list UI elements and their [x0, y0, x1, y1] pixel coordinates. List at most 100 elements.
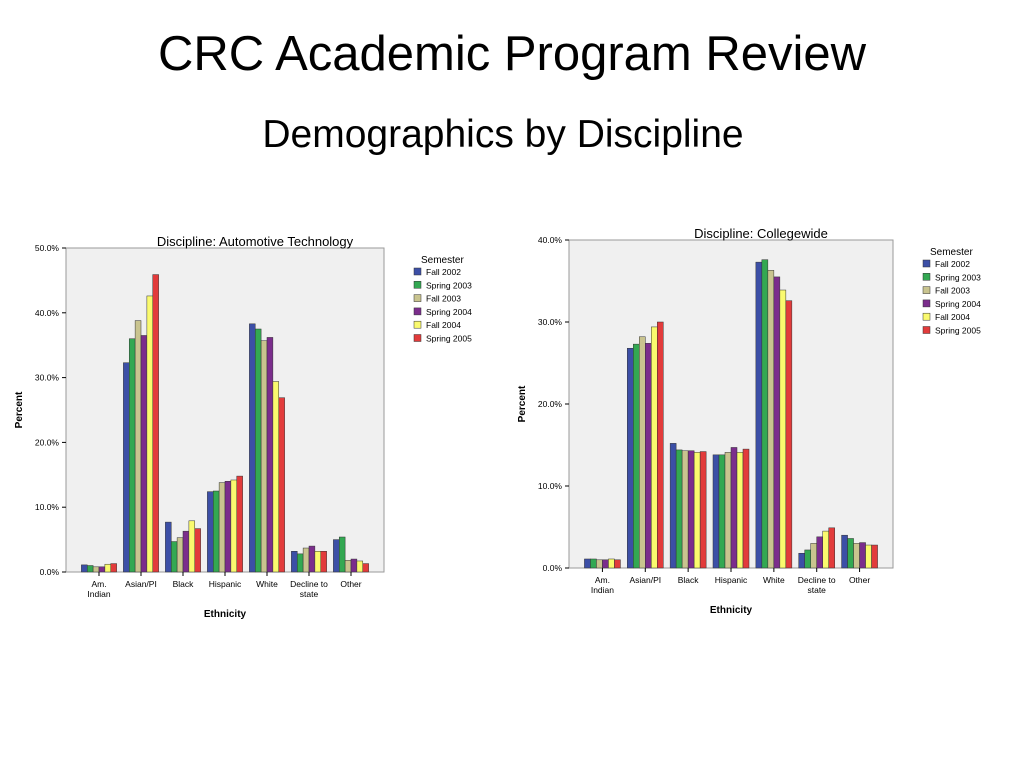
bar-fall-2002-decline-to-state [798, 552, 805, 569]
bar-spring-2004-black [687, 450, 695, 569]
y-tick-label: 10.0% [538, 481, 563, 491]
bar-spring-2005-other [362, 563, 369, 573]
y-tick-label: 40.0% [538, 235, 563, 245]
bar-spring-2005-hispanic [742, 448, 750, 569]
y-axis-label: Percent [517, 385, 528, 422]
legend-swatch-fall-2002 [922, 259, 931, 268]
legend-label-spring-2005: Spring 2005 [935, 326, 981, 336]
bar-fall-2004-black [693, 452, 701, 569]
bar-fall-2003-other [853, 543, 860, 569]
x-axis-label: Ethnicity [710, 605, 753, 616]
y-tick-label: 20.0% [538, 399, 563, 409]
bar-fall-2003-white [767, 270, 775, 569]
x-tick-label: Decline to state [798, 575, 836, 595]
bar-spring-2005-other [871, 544, 878, 569]
legend-swatch-spring-2004 [922, 299, 931, 308]
bar-spring-2005-black [699, 451, 707, 569]
bar-spring-2005-asian-pi [657, 321, 664, 569]
y-tick-label: 50.0% [35, 243, 60, 253]
chart-title: Discipline: Automotive Technology [157, 234, 354, 249]
x-tick-label: Asian/PI [629, 575, 661, 585]
bar-spring-2003-asian-pi [633, 343, 640, 569]
bar-fall-2003-decline-to-state [810, 543, 817, 569]
legend-swatch-fall-2002 [413, 267, 422, 276]
bar-fall-2002-black [669, 443, 677, 569]
bar-spring-2004-decline-to-state [816, 536, 823, 569]
legend-label-spring-2005: Spring 2005 [426, 334, 472, 344]
bar-spring-2003-decline-to-state [804, 549, 811, 569]
bar-spring-2005-white [785, 300, 793, 569]
bar-spring-2003-other [338, 536, 346, 573]
legend-label-fall-2002: Fall 2002 [935, 259, 970, 269]
legend-label-fall-2003: Fall 2003 [426, 294, 461, 304]
x-tick-label: Other [849, 575, 870, 585]
legend-swatch-fall-2003 [922, 286, 931, 294]
bar-fall-2004-decline-to-state [822, 530, 829, 569]
bar-fall-2004-asian-pi [651, 326, 658, 569]
x-axis-label: Ethnicity [204, 609, 247, 620]
bar-fall-2002-asian-pi [627, 347, 634, 569]
bar-spring-2005-decline-to-state [828, 527, 835, 569]
bar-fall-2002-other [841, 534, 848, 569]
x-tick-label: Asian/PI [125, 579, 157, 589]
bar-spring-2005-am-indian [110, 563, 117, 573]
bar-spring-2004-am-indian [602, 559, 609, 569]
legend-swatch-fall-2003 [413, 294, 422, 302]
bar-fall-2004-am-indian [608, 558, 615, 569]
x-tick-label: White [256, 579, 278, 589]
y-tick-label: 20.0% [35, 437, 60, 447]
x-tick-label: Am. Indian [591, 575, 614, 595]
legend-title: Semester [930, 247, 973, 258]
legend-swatch-spring-2003 [413, 281, 422, 289]
legend-swatch-fall-2004 [413, 320, 422, 329]
y-tick-label: 0.0% [543, 563, 563, 573]
x-tick-label: White [763, 575, 785, 585]
slide-subtitle: Demographics by Discipline [262, 113, 744, 156]
bar-spring-2004-white [773, 276, 781, 569]
bar-fall-2003-black [681, 450, 689, 569]
bar-spring-2003-hispanic [718, 454, 726, 569]
bar-fall-2002-white [755, 261, 763, 569]
x-tick-label: Black [173, 579, 195, 589]
legend-swatch-fall-2004 [922, 312, 931, 321]
legend-label-spring-2003: Spring 2003 [426, 280, 472, 290]
bar-spring-2003-other [847, 538, 854, 569]
bar-spring-2004-hispanic [730, 447, 738, 569]
bar-fall-2002-am-indian [584, 558, 591, 569]
bar-fall-2004-other [865, 544, 872, 569]
y-tick-label: 40.0% [35, 308, 60, 318]
bar-fall-2004-white [779, 289, 787, 569]
bar-spring-2003-white [761, 259, 769, 569]
chart-title: Discipline: Collegewide [694, 226, 828, 241]
bar-spring-2004-asian-pi [645, 343, 652, 569]
y-tick-label: 30.0% [35, 373, 60, 383]
legend-swatch-spring-2003 [922, 273, 931, 281]
bar-fall-2003-am-indian [596, 559, 603, 569]
legend-swatch-spring-2004 [413, 307, 422, 316]
bar-spring-2003-am-indian [590, 558, 597, 569]
bar-spring-2003-black [675, 449, 683, 569]
legend-label-fall-2004: Fall 2004 [426, 320, 461, 330]
bar-spring-2005-white [278, 397, 285, 573]
legend-label-spring-2004: Spring 2004 [935, 299, 981, 309]
x-tick-label: Other [340, 579, 361, 589]
legend-label-fall-2004: Fall 2004 [935, 312, 970, 322]
bar-spring-2005-decline-to-state [320, 551, 327, 573]
slide-title: CRC Academic Program Review [158, 27, 866, 81]
x-tick-label: Hispanic [715, 575, 748, 585]
bar-fall-2004-hispanic [736, 452, 744, 569]
legend-label-spring-2004: Spring 2004 [426, 307, 472, 317]
x-tick-label: Black [678, 575, 700, 585]
bar-fall-2002-hispanic [712, 454, 720, 569]
y-tick-label: 0.0% [40, 567, 60, 577]
legend-swatch-spring-2005 [413, 334, 422, 342]
legend-label-spring-2003: Spring 2003 [935, 272, 981, 282]
bar-spring-2005-black [194, 528, 201, 573]
bar-spring-2005-asian-pi [152, 274, 159, 573]
bar-spring-2005-hispanic [236, 475, 243, 573]
bar-spring-2004-other [859, 542, 866, 569]
x-tick-label: Decline to state [290, 579, 328, 599]
y-tick-label: 30.0% [538, 317, 563, 327]
